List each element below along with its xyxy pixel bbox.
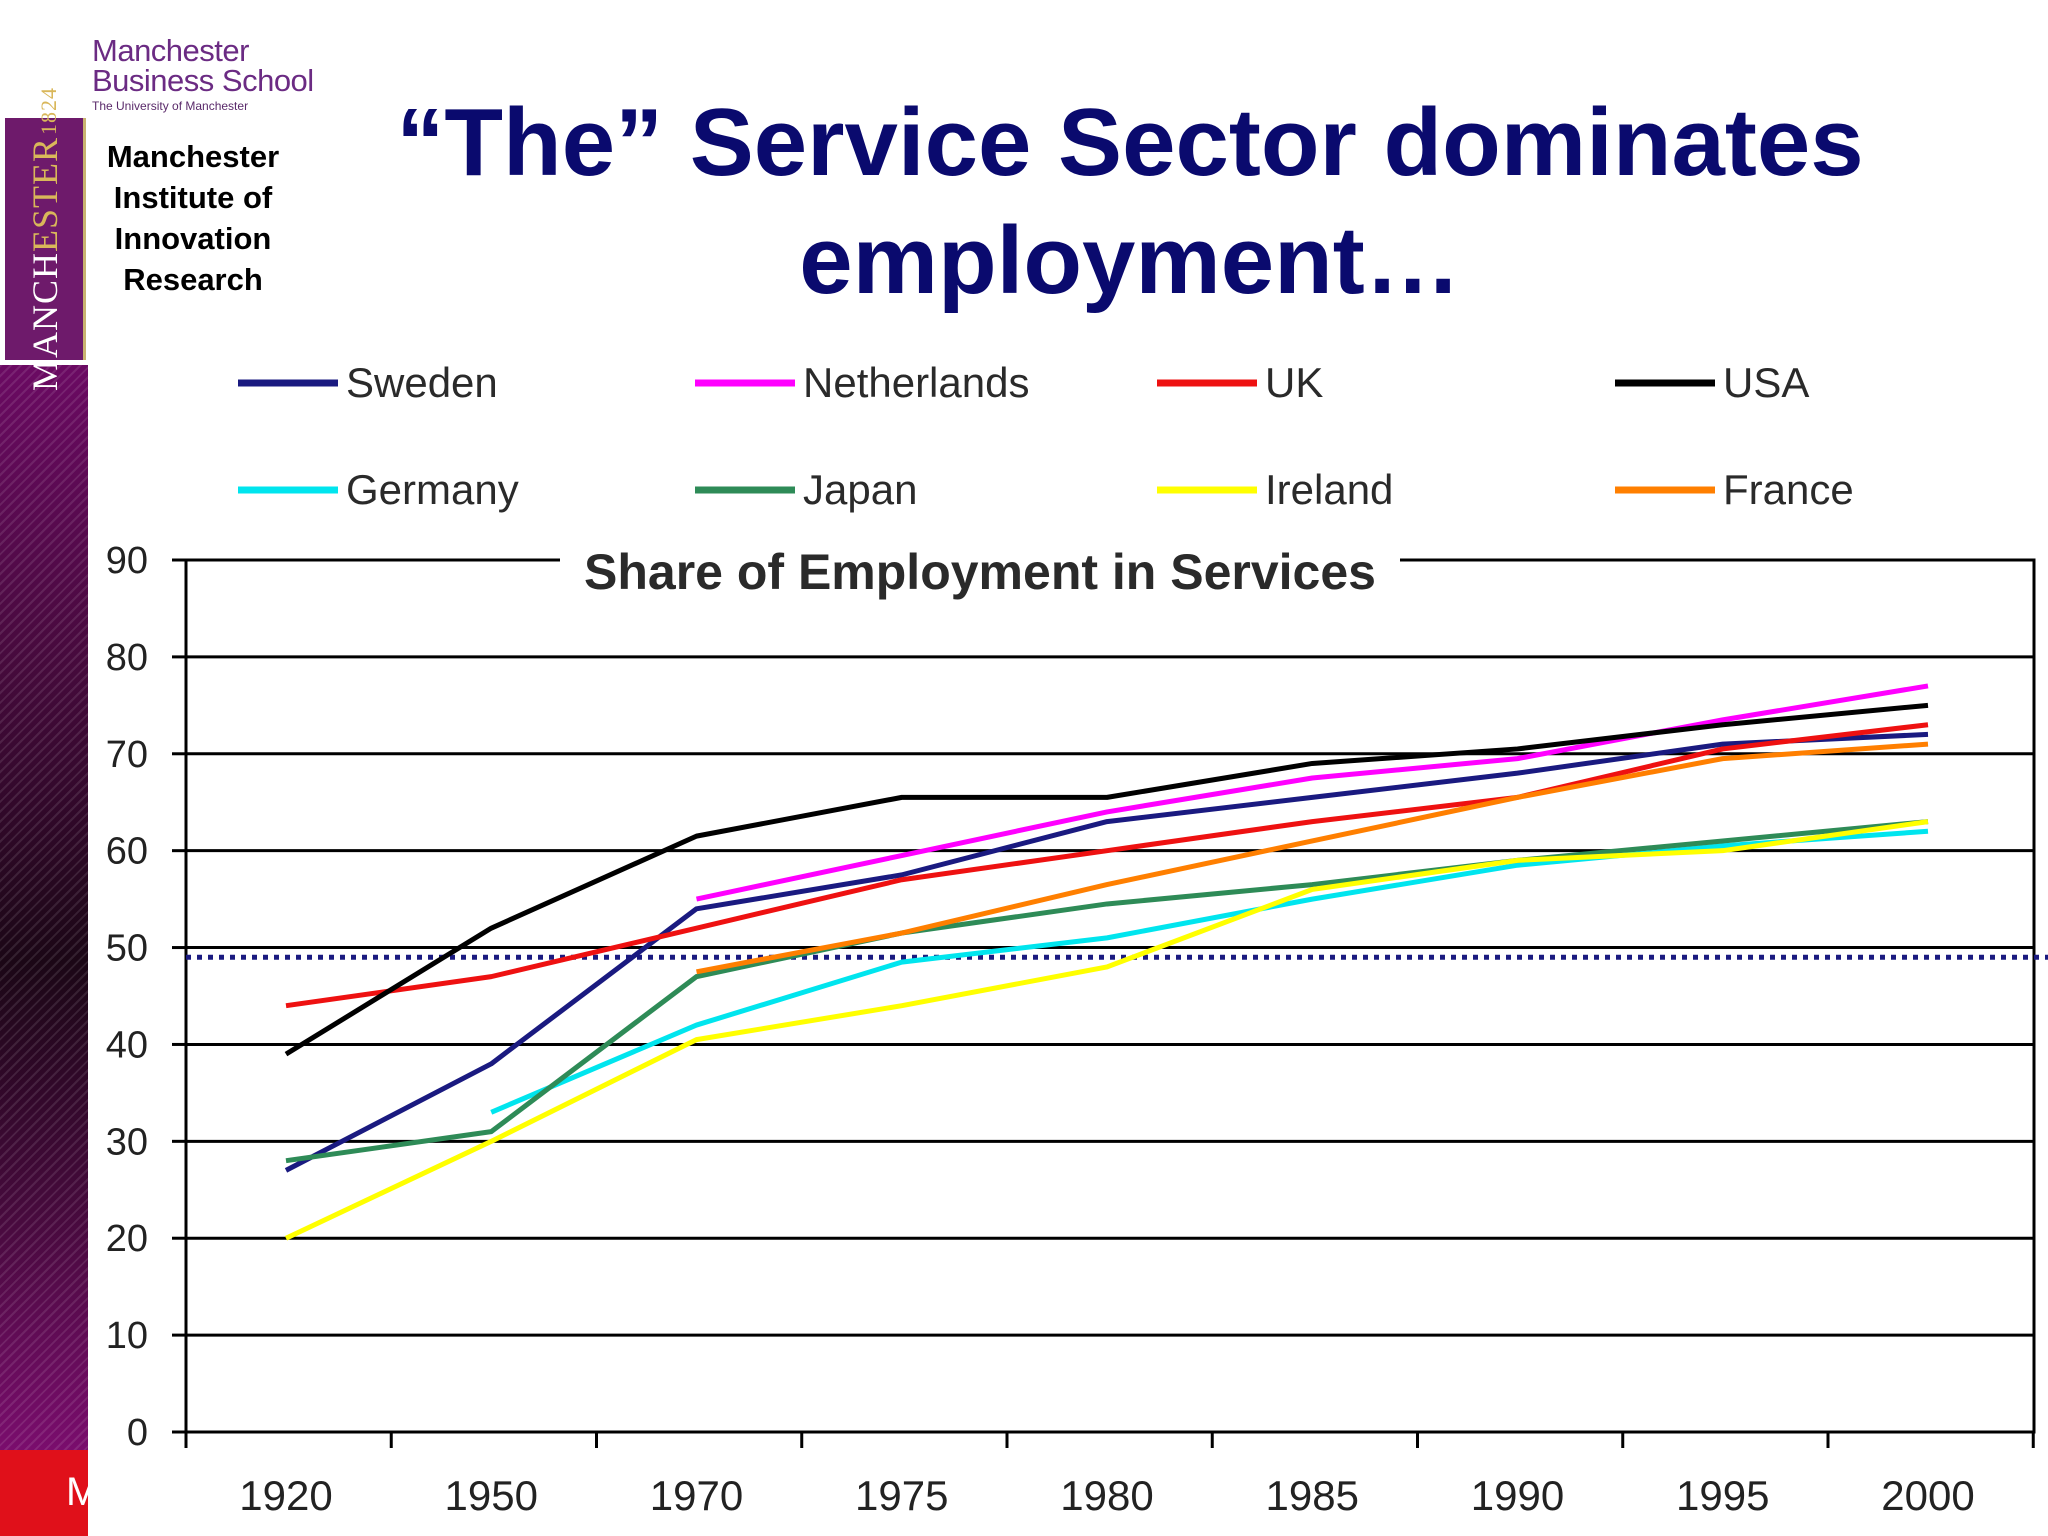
series-line-usa	[284, 702, 1929, 1057]
chart-title-background	[560, 536, 1400, 606]
institute-line: Institute of	[113, 180, 273, 215]
y-tick-label: 10	[106, 1315, 148, 1357]
series-line-germany	[490, 828, 1929, 1115]
x-tick-label: 2000	[1881, 1472, 1974, 1519]
y-tick-label: 70	[106, 734, 148, 776]
chart-title: Share of Employment in Services	[584, 544, 1376, 600]
institute-line: Research	[123, 262, 263, 297]
legend-label-japan: Japan	[803, 466, 917, 513]
title-line-1: “The” Service Sector dominates	[396, 89, 1864, 196]
title-line-2: employment…	[799, 207, 1461, 314]
plot-area	[184, 558, 2036, 1434]
legend-label-usa: USA	[1723, 359, 1809, 406]
series-line-uk	[285, 722, 1929, 1009]
logo-line-1: Manchester	[92, 33, 249, 68]
legend-label-ireland: Ireland	[1265, 466, 1393, 513]
x-tick-label: 1975	[855, 1472, 948, 1519]
y-tick-label: 50	[106, 928, 148, 970]
legend-label-sweden: Sweden	[346, 359, 498, 406]
series-line-sweden	[284, 731, 1929, 1173]
x-tick-label: 1985	[1266, 1472, 1359, 1519]
series-line-netherlands	[695, 683, 1929, 902]
x-tick-label: 1990	[1471, 1472, 1564, 1519]
page-title: “The” Service Sector dominates employmen…	[330, 84, 1930, 320]
series-line-japan	[285, 819, 1929, 1164]
x-tick-label: 1970	[650, 1472, 743, 1519]
y-tick-label: 80	[106, 637, 148, 679]
institute-line: Manchester	[106, 139, 280, 174]
footer-red-block: M	[0, 1450, 99, 1536]
manchester-crest-logo: MANCHESTER1824	[5, 87, 86, 391]
x-tick-label: 1920	[239, 1472, 332, 1519]
series-line-france	[696, 741, 1929, 975]
legend-label-france: France	[1723, 466, 1854, 513]
legend-label-germany: Germany	[346, 466, 519, 513]
series-line-ireland	[284, 819, 1929, 1241]
logo-line-3: The University of Manchester	[92, 99, 249, 113]
institute-name: Manchester Institute of Innovation Resea…	[93, 136, 293, 300]
x-tick-label: 1980	[1060, 1472, 1153, 1519]
y-tick-label: 30	[106, 1121, 148, 1163]
x-tick-label: 1950	[445, 1472, 538, 1519]
business-school-logo: Manchester Business School The Universit…	[92, 33, 314, 113]
y-tick-label: 20	[106, 1218, 148, 1260]
institute-line: Innovation	[114, 221, 272, 256]
logo-line-2: Business School	[92, 63, 314, 98]
y-tick-label: 0	[127, 1412, 148, 1454]
y-tick-label: 60	[106, 831, 148, 873]
footer-letter: M	[66, 1470, 100, 1514]
legend-label-netherlands: Netherlands	[803, 359, 1029, 406]
y-tick-label: 40	[106, 1024, 148, 1066]
legend-label-uk: UK	[1265, 359, 1323, 406]
x-tick-label: 1995	[1676, 1472, 1769, 1519]
y-tick-label: 90	[106, 540, 148, 582]
left-decorative-bar	[0, 365, 88, 1450]
